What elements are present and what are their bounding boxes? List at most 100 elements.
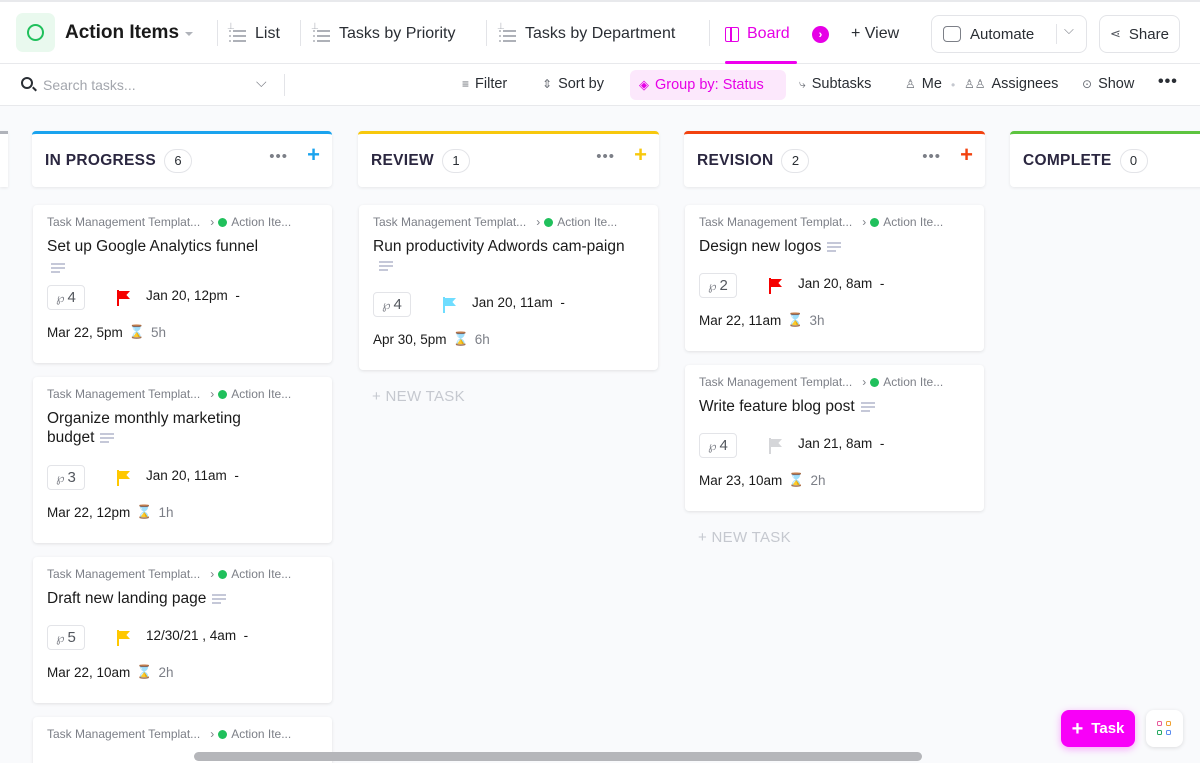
show-button[interactable]: ⊙ Show (1082, 76, 1134, 92)
tab-list[interactable]: ⊥ List (227, 21, 280, 46)
assignees-button[interactable]: ♙♙ Assignees (964, 76, 1058, 92)
column-header-revision[interactable]: REVISION 2 ••• + (684, 131, 985, 187)
breadcrumb[interactable]: Task Management Templat... › Action Ite... (47, 387, 291, 401)
subtask-count: 4 (67, 289, 76, 306)
layers-icon: ◈ (639, 77, 649, 92)
start-date[interactable]: Jan 21, 8am - (798, 436, 884, 451)
date-dash: - (243, 628, 249, 643)
breadcrumb[interactable]: Task Management Templat... › Action Ite... (47, 727, 291, 741)
chevron-down-icon[interactable]: ⌵ (256, 74, 267, 90)
due-date[interactable]: Mar 22, 12pm ⌛ 1h (47, 504, 174, 520)
due-date[interactable]: Mar 22, 5pm ⌛ 5h (47, 324, 166, 340)
breadcrumb[interactable]: Task Management Templat... › Action Ite... (373, 215, 617, 229)
group-by-button[interactable]: ◈ Group by: Status (630, 70, 786, 100)
horizontal-scrollbar[interactable] (194, 752, 922, 761)
subtask-count-badge[interactable]: ℘ 2 (699, 273, 737, 298)
subtask-count-badge[interactable]: ℘ 4 (373, 292, 411, 317)
search-input[interactable] (43, 74, 243, 96)
subtask-count-badge[interactable]: ℘ 4 (47, 285, 85, 310)
column-title: IN PROGRESS (45, 151, 156, 169)
task-card[interactable]: Task Management Templat... › Action Ite...… (33, 205, 332, 363)
more-options-icon[interactable]: ••• (1158, 73, 1178, 90)
task-name[interactable]: Write feature blog post (699, 397, 974, 416)
start-date[interactable]: Jan 20, 8am - (798, 276, 884, 291)
column-header-complete[interactable]: COMPLETE 0 (1010, 131, 1200, 187)
apps-grid-icon (1166, 721, 1171, 726)
task-name[interactable]: Organize monthly marketing budget (47, 409, 287, 447)
list-status-icon[interactable] (16, 13, 55, 52)
more-options-icon[interactable]: ••• (269, 148, 288, 165)
task-name[interactable]: Draft new landing page (47, 589, 322, 608)
board-toolbar: ⌵ ≡ Filter ⇕ Sort by ◈ Group by: Status … (0, 64, 1200, 106)
subtask-count-badge[interactable]: ℘ 5 (47, 625, 85, 650)
breadcrumb[interactable]: Task Management Templat... › Action Ite... (699, 215, 943, 229)
task-card[interactable]: Task Management Templat... › Action Ite...… (33, 557, 332, 703)
subtasks-label: Subtasks (811, 76, 872, 92)
me-filter-button[interactable]: ♙ Me (905, 76, 942, 92)
priority-urgent-flag-icon[interactable] (117, 290, 131, 306)
title-caret-icon[interactable] (185, 32, 193, 36)
time-estimate: 2h (810, 472, 826, 488)
add-view-button[interactable]: + View (851, 22, 899, 46)
breadcrumb[interactable]: Task Management Templat... › Action Ite... (47, 567, 291, 581)
task-name[interactable]: Set up Google Analytics funnel (47, 237, 322, 275)
tab-tasks-by-priority[interactable]: ⊥ Tasks by Priority (311, 21, 455, 46)
task-name[interactable]: Run productivity Adwords cam-paign (373, 237, 635, 275)
add-task-plus-icon[interactable]: + (960, 142, 973, 167)
filter-icon: ≡ (462, 77, 470, 91)
sort-button[interactable]: ⇕ Sort by (542, 76, 604, 92)
chevron-right-icon[interactable]: › (812, 26, 829, 43)
new-task-button[interactable]: + NEW TASK (698, 529, 791, 546)
breadcrumb[interactable]: Task Management Templat... › Action Ite... (47, 215, 291, 229)
search-icon (21, 77, 33, 89)
share-button[interactable]: ⋖ Share (1099, 15, 1180, 53)
task-card[interactable]: Task Management Templat... › Action Ite...… (33, 377, 332, 543)
task-card[interactable]: Task Management Templat... › Action Ite...… (359, 205, 658, 370)
more-options-icon[interactable]: ••• (596, 148, 615, 165)
crumb-list: Task Management Templat... (373, 215, 527, 229)
subtasks-button[interactable]: ⤷ Subtasks (799, 76, 871, 92)
automate-button[interactable]: Automate ⌵ (931, 15, 1087, 53)
priority-high-flag-icon[interactable] (117, 630, 131, 646)
priority-normal-flag-icon[interactable] (443, 297, 457, 313)
subtask-icon: ℘ (708, 438, 717, 453)
subtask-count-badge[interactable]: ℘ 3 (47, 465, 85, 490)
tab-board[interactable]: Board (725, 22, 790, 46)
due-date[interactable]: Mar 22, 11am ⌛ 3h (699, 312, 825, 328)
chevron-down-icon[interactable]: ⌵ (1064, 22, 1074, 37)
start-date[interactable]: Jan 20, 12pm - (146, 288, 240, 303)
chevron-right-icon: › (210, 727, 215, 741)
add-task-plus-icon[interactable]: + (307, 142, 320, 167)
column-header-in-progress[interactable]: IN PROGRESS 6 ••• + (32, 131, 332, 187)
apps-button[interactable] (1146, 710, 1183, 747)
due-date[interactable]: Apr 30, 5pm ⌛ 6h (373, 331, 490, 347)
priority-high-flag-icon[interactable] (117, 470, 131, 486)
priority-urgent-flag-icon[interactable] (769, 278, 783, 294)
breadcrumb[interactable]: Task Management Templat... › Action Ite... (699, 375, 943, 389)
new-task-button[interactable]: + NEW TASK (372, 388, 465, 405)
subtask-count: 5 (67, 629, 76, 646)
start-date[interactable]: Jan 20, 11am - (146, 468, 239, 483)
due-date[interactable]: Mar 23, 10am ⌛ 2h (699, 472, 826, 488)
chevron-right-icon: › (210, 215, 215, 229)
task-name[interactable]: Design new logos (699, 237, 974, 256)
status-dot (870, 377, 880, 387)
task-card[interactable]: Task Management Templat... › Action Ite...… (685, 365, 984, 511)
tab-tasks-by-department[interactable]: ⊥ Tasks by Department (497, 21, 675, 46)
column-header-review[interactable]: REVIEW 1 ••• + (358, 131, 659, 187)
priority-none-flag-icon[interactable] (769, 438, 783, 454)
due-date[interactable]: Mar 22, 10am ⌛ 2h (47, 664, 174, 680)
start-date[interactable]: Jan 20, 11am - (472, 295, 565, 310)
start-date-text: Jan 20, 11am (472, 295, 553, 310)
due-date-text: Mar 22, 11am (699, 312, 782, 328)
add-task-button[interactable]: + Task (1061, 710, 1135, 747)
add-task-plus-icon[interactable]: + (634, 142, 647, 167)
start-date[interactable]: 12/30/21 , 4am - (146, 628, 248, 643)
filter-button[interactable]: ≡ Filter (462, 76, 507, 92)
page-title[interactable]: Action Items (65, 22, 180, 43)
column-count: 0 (1119, 148, 1148, 173)
time-estimate: 5h (150, 324, 166, 340)
task-card[interactable]: Task Management Templat... › Action Ite...… (685, 205, 984, 351)
more-options-icon[interactable]: ••• (922, 148, 941, 165)
subtask-count-badge[interactable]: ℘ 4 (699, 433, 737, 458)
